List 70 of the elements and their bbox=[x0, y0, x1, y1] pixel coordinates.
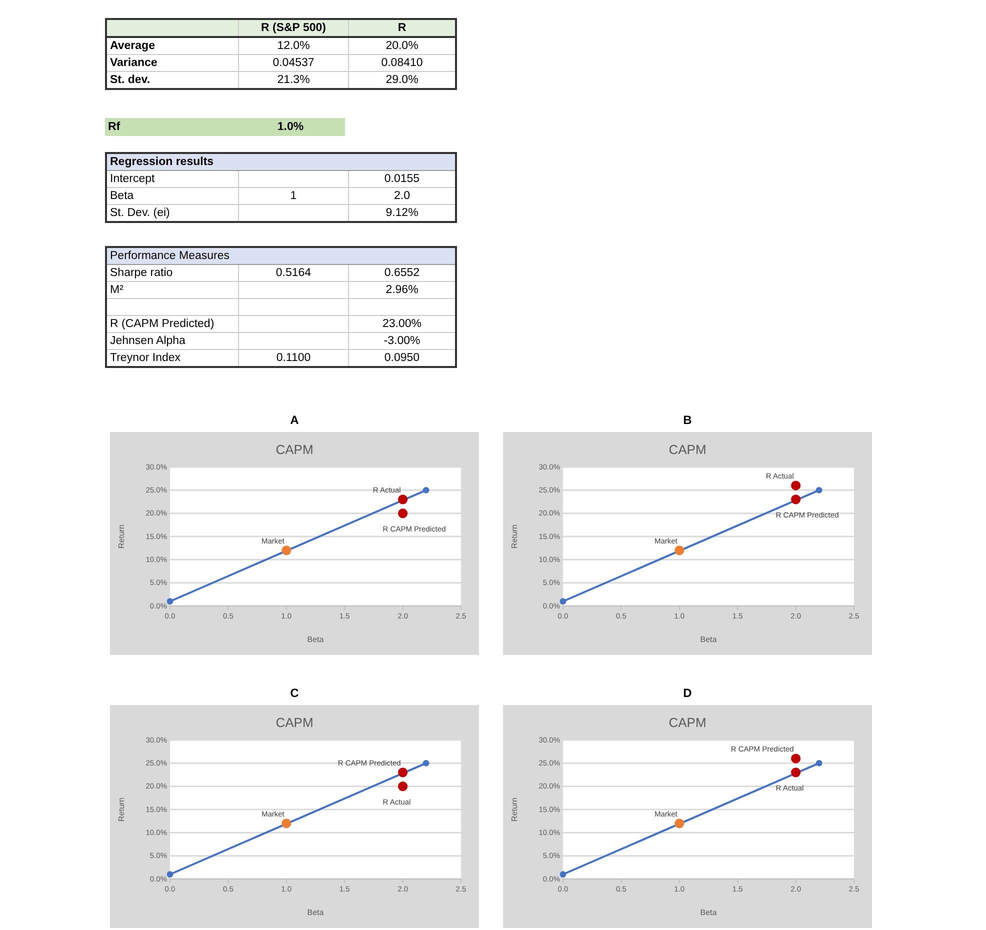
y-axis-title: Return bbox=[510, 524, 519, 549]
text: 2.0 bbox=[394, 190, 410, 202]
point bbox=[791, 494, 801, 504]
point bbox=[398, 768, 408, 778]
text: Intercept bbox=[110, 173, 155, 185]
text: 23.00% bbox=[382, 318, 422, 330]
text: D bbox=[683, 686, 692, 700]
text: R bbox=[398, 22, 406, 34]
text: St. dev. bbox=[110, 74, 150, 86]
text: Regression results bbox=[110, 156, 214, 168]
point bbox=[398, 494, 408, 504]
point bbox=[816, 486, 822, 494]
text: 12.0% bbox=[277, 40, 310, 52]
chart-title: CAPM bbox=[276, 715, 314, 730]
text: 29.0% bbox=[386, 74, 418, 86]
point bbox=[674, 546, 684, 556]
text: Rf bbox=[108, 121, 120, 133]
text: Performance Measures bbox=[110, 250, 230, 262]
point bbox=[816, 760, 822, 766]
point bbox=[166, 598, 174, 605]
chart-title: CAPM bbox=[668, 442, 706, 457]
point bbox=[282, 546, 292, 556]
y-axis-title: Return bbox=[510, 797, 519, 822]
x-axis-title: Beta bbox=[307, 908, 324, 917]
point bbox=[398, 782, 408, 792]
chart-title: CAPM bbox=[276, 442, 314, 457]
text: Jehnsen Alpha bbox=[110, 335, 186, 347]
point bbox=[791, 768, 801, 778]
point bbox=[422, 486, 430, 494]
text: 0.0950 bbox=[384, 352, 420, 364]
text: Beta bbox=[110, 190, 134, 202]
point bbox=[791, 480, 801, 490]
text: 1.0% bbox=[277, 121, 304, 133]
point bbox=[398, 508, 408, 518]
chart-title: CAPM bbox=[668, 715, 706, 730]
text: 21.3% bbox=[277, 74, 310, 86]
text: St. Dev. (ei) bbox=[110, 207, 170, 219]
x-axis-title: Beta bbox=[700, 635, 718, 644]
text: 20.0% bbox=[386, 40, 418, 52]
point bbox=[791, 754, 801, 764]
text: Treynor Index bbox=[110, 352, 181, 364]
x-axis-title: Beta bbox=[700, 908, 718, 917]
text: 9.12% bbox=[386, 207, 418, 219]
text: C bbox=[290, 686, 300, 700]
text: 0.6552 bbox=[384, 267, 420, 279]
text: 0.04537 bbox=[272, 57, 314, 69]
point bbox=[560, 598, 566, 605]
text: 0.5164 bbox=[276, 267, 312, 279]
text: 0.08410 bbox=[381, 57, 423, 69]
point bbox=[282, 818, 292, 828]
text: Variance bbox=[110, 57, 158, 69]
point bbox=[422, 760, 430, 766]
x-axis-title: Beta bbox=[307, 635, 324, 644]
text: M² bbox=[110, 284, 124, 296]
text: 1 bbox=[290, 190, 297, 202]
point bbox=[166, 871, 174, 878]
text: Average bbox=[110, 40, 155, 52]
text: R (CAPM Predicted) bbox=[110, 318, 214, 330]
text: A bbox=[290, 413, 300, 427]
text: B bbox=[683, 413, 692, 427]
text: 0.1100 bbox=[276, 352, 311, 364]
point bbox=[674, 818, 684, 828]
text: -3.00% bbox=[384, 335, 420, 347]
text: 0.0155 bbox=[384, 173, 420, 185]
text: Sharpe ratio bbox=[110, 267, 173, 279]
text: R (S&P 500) bbox=[261, 22, 326, 34]
text: 2.96% bbox=[386, 284, 418, 296]
point bbox=[560, 871, 566, 878]
y-axis-title: Return bbox=[117, 797, 126, 822]
y-axis-title: Return bbox=[117, 524, 126, 549]
